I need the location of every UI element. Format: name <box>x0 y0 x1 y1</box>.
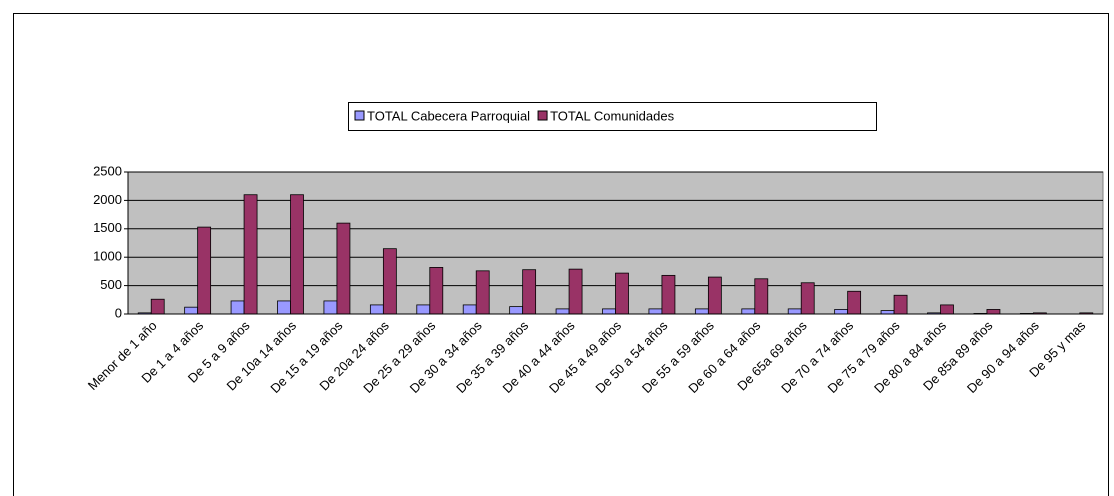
bar <box>661 274 676 315</box>
y-tick-label: 1500 <box>93 220 122 235</box>
legend-box <box>348 102 877 131</box>
bar <box>336 222 351 315</box>
bar <box>694 308 709 315</box>
bar <box>197 226 212 315</box>
bar <box>522 269 537 315</box>
y-tick-label: 2500 <box>93 163 122 178</box>
bar <box>230 300 245 315</box>
bar <box>648 308 663 315</box>
bar <box>787 308 802 315</box>
bar <box>382 248 397 315</box>
bar <box>568 268 583 315</box>
bar <box>555 308 570 315</box>
bar <box>184 306 199 315</box>
legend-swatch <box>537 110 548 121</box>
legend-label: TOTAL Comunidades <box>550 108 675 123</box>
bar <box>150 298 165 315</box>
y-tick-label: 1000 <box>93 249 122 264</box>
bar <box>615 272 629 315</box>
bar <box>509 306 524 315</box>
y-tick-label: 500 <box>100 277 122 292</box>
bar <box>707 276 722 315</box>
bar <box>416 304 431 315</box>
legend-swatch <box>354 110 365 121</box>
bar <box>986 309 1001 315</box>
bar <box>323 300 338 315</box>
bar <box>940 304 954 315</box>
legend-label: TOTAL Cabecera Parroquial <box>367 108 530 123</box>
bar <box>290 194 304 315</box>
bar <box>834 309 849 315</box>
bar <box>475 270 490 315</box>
bar <box>462 304 477 315</box>
bar <box>880 310 895 315</box>
bar <box>800 282 815 315</box>
bar <box>277 300 291 315</box>
bar <box>602 308 616 315</box>
bar <box>893 294 908 315</box>
bar <box>754 278 769 315</box>
bar <box>429 267 444 315</box>
bar <box>741 308 756 315</box>
y-tick-label: 0 <box>115 305 122 320</box>
bar <box>847 290 862 315</box>
bar <box>243 194 258 315</box>
y-tick-label: 2000 <box>93 192 122 207</box>
bar <box>369 304 384 315</box>
